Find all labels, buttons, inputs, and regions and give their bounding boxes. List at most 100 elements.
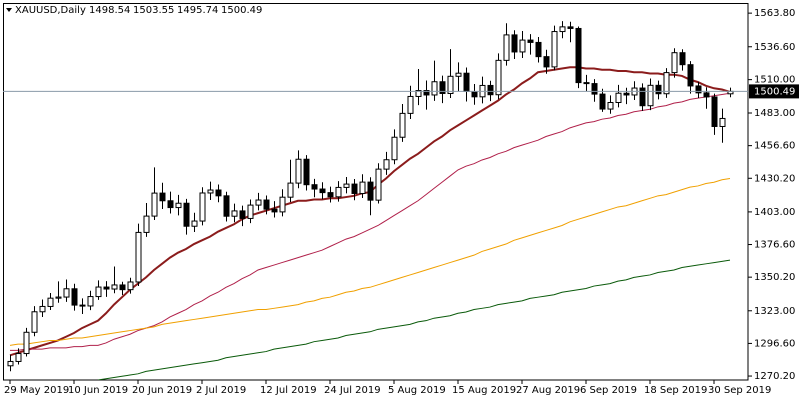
candle-body — [487, 84, 494, 96]
y-tick-label: 1376.60 — [754, 240, 795, 251]
x-tick-label: 18 Sep 2019 — [644, 385, 707, 396]
candle-body — [231, 210, 238, 217]
candle-body — [31, 311, 38, 333]
candle-body — [63, 288, 70, 298]
candle-body — [143, 215, 150, 233]
dropdown-icon — [6, 8, 12, 12]
plot-area — [3, 21, 748, 380]
y-tick-label: 1296.60 — [754, 338, 795, 349]
candle-body — [495, 59, 502, 96]
candle-body — [271, 208, 278, 213]
y-tick-label: 1270.20 — [754, 371, 795, 382]
x-tick-label: 15 Aug 2019 — [452, 385, 516, 396]
header-open: 1498.54 — [89, 5, 130, 16]
candle-body — [599, 93, 606, 110]
candle-body — [359, 181, 366, 194]
y-tick-label: 1430.20 — [754, 173, 795, 184]
candle-body — [719, 117, 726, 127]
candle-body — [535, 41, 542, 58]
candle-body — [279, 196, 286, 213]
candle-body — [407, 95, 414, 114]
header-high: 1503.55 — [133, 5, 174, 16]
candle-body — [607, 102, 614, 110]
candle-body — [47, 297, 54, 307]
y-tick-label: 1456.60 — [754, 141, 795, 152]
candle-body — [207, 189, 214, 194]
candle-body — [615, 92, 622, 104]
candle-body — [71, 288, 78, 306]
candle-body — [503, 34, 510, 61]
candle-body — [663, 72, 670, 95]
plot-frame — [3, 3, 749, 381]
last-price-label: 1500.49 — [754, 86, 795, 97]
ma-line — [10, 92, 731, 351]
candle-body — [111, 284, 118, 290]
candle-body — [303, 158, 310, 186]
candle-body — [511, 34, 518, 53]
candle-body — [247, 204, 254, 219]
candle-body — [471, 91, 478, 98]
x-tick-label: 27 Aug 2019 — [516, 385, 580, 396]
candle-body — [575, 27, 582, 84]
y-tick-label: 1483.00 — [754, 108, 795, 119]
candle-body — [343, 183, 350, 188]
y-tick-label: 1323.00 — [754, 306, 795, 317]
candle-body — [7, 360, 14, 367]
candle-body — [199, 192, 206, 222]
candle-body — [463, 72, 470, 93]
y-tick-label: 1536.60 — [754, 42, 795, 53]
candle-body — [15, 353, 22, 362]
y-tick-label: 1563.80 — [754, 8, 795, 19]
x-tick-label: 2 Jul 2019 — [196, 385, 246, 396]
y-tick-label: 1510.00 — [754, 75, 795, 86]
x-tick-label: 10 Jun 2019 — [68, 385, 128, 396]
candle-body — [703, 92, 710, 98]
x-tick-label: 6 Sep 2019 — [580, 385, 637, 396]
candle-body — [367, 181, 374, 201]
ma-line — [9, 178, 731, 346]
y-tick-label: 1403.00 — [754, 207, 795, 218]
candle-body — [455, 72, 462, 77]
candle-body — [295, 158, 302, 184]
header-close: 1500.49 — [221, 5, 262, 16]
candle-body — [223, 195, 230, 217]
candle-body — [647, 84, 654, 107]
candle-body — [383, 159, 390, 170]
candle-body — [423, 90, 430, 96]
last-price-box — [749, 84, 799, 99]
candle-body — [103, 286, 110, 290]
candle-body — [655, 84, 662, 95]
x-tick-label: 12 Jul 2019 — [260, 385, 317, 396]
candle-body — [263, 199, 270, 210]
candle-body — [255, 199, 262, 206]
candle-body — [527, 39, 534, 43]
candle-body — [183, 202, 190, 227]
candle-body — [191, 220, 198, 227]
candle-body — [679, 52, 686, 66]
candle-body — [135, 231, 142, 283]
candle-body — [431, 81, 438, 96]
candle-body — [623, 92, 630, 96]
candle-body — [591, 83, 598, 95]
candle-body — [639, 87, 646, 107]
candle-body — [567, 26, 574, 29]
x-tick-label: 5 Aug 2019 — [388, 385, 446, 396]
candle-body — [95, 286, 102, 298]
candle-body — [671, 52, 678, 74]
candle-body — [439, 81, 446, 94]
candle-body — [399, 112, 406, 138]
x-tick-label: 20 Jun 2019 — [132, 385, 192, 396]
symbol: XAUUSD,Daily — [15, 5, 86, 16]
candle-body — [351, 183, 358, 194]
x-tick-label: 29 May 2019 — [4, 385, 69, 396]
candle-body — [215, 189, 222, 197]
candle-body — [447, 75, 454, 94]
candle-body — [39, 305, 46, 313]
candle-body — [687, 64, 694, 87]
candle-body — [159, 192, 166, 202]
candle-body — [55, 296, 62, 299]
header-low: 1495.74 — [177, 5, 218, 16]
candle-body — [151, 192, 158, 217]
candle-body — [551, 31, 558, 68]
